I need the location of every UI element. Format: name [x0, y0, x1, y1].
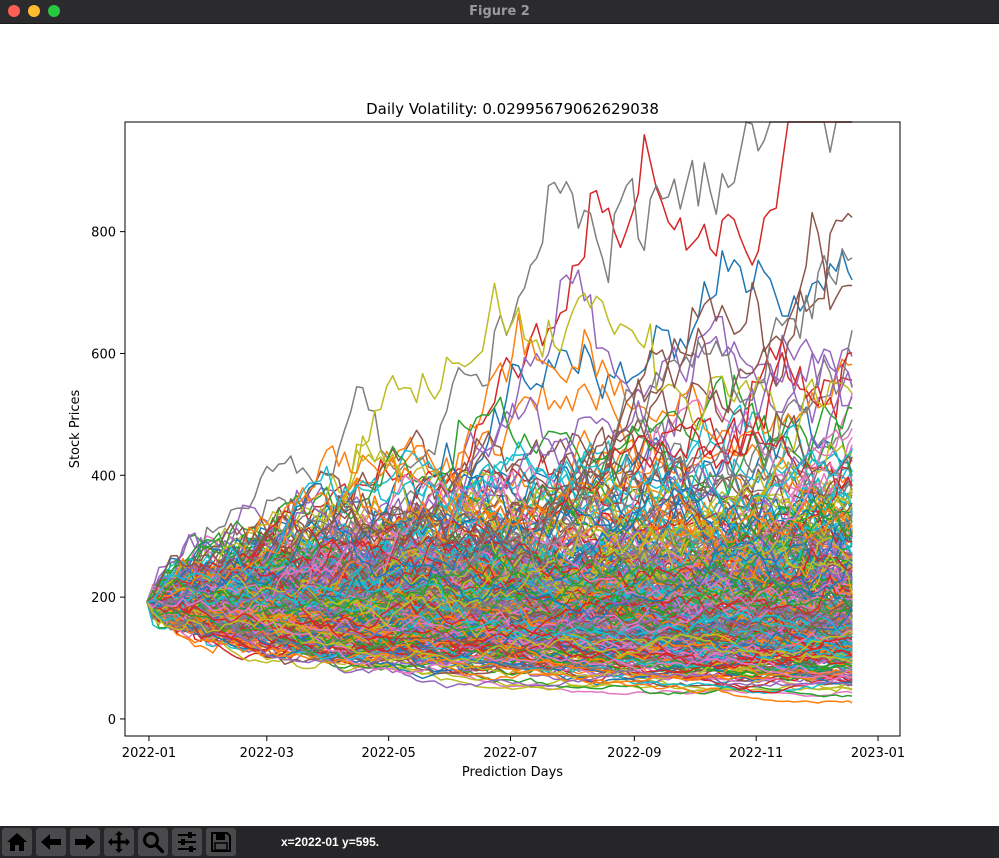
window-titlebar: Figure 2 — [0, 0, 999, 24]
series-line — [146, 565, 853, 647]
series-line — [146, 574, 853, 645]
x-tick-label: 2022-01 — [122, 746, 176, 761]
zoom-button[interactable] — [138, 828, 168, 856]
zoom-icon — [143, 832, 164, 853]
x-tick-label: 2022-09 — [607, 746, 661, 761]
save-icon — [211, 832, 231, 852]
series-line — [146, 599, 853, 689]
configure-subplots-button[interactable] — [172, 828, 202, 856]
close-window-button[interactable] — [8, 5, 20, 17]
series-line — [146, 565, 853, 637]
x-tick-label: 2022-07 — [483, 746, 537, 761]
series-line — [146, 248, 853, 618]
series-line — [146, 441, 853, 603]
series-line — [146, 476, 853, 609]
x-tick-label: 2022-11 — [729, 746, 783, 761]
save-button[interactable] — [206, 828, 236, 856]
configure-subplots-icon — [178, 832, 196, 852]
navigation-toolbar: x=2022-01 y=595. — [0, 826, 999, 858]
y-tick-label: 200 — [91, 591, 116, 606]
y-tick-label: 0 — [108, 713, 116, 728]
series-line — [146, 575, 853, 647]
cursor-coordinates: x=2022-01 y=595. — [281, 835, 380, 849]
series-lines — [146, 121, 853, 704]
series-line — [146, 445, 853, 603]
series-line — [146, 501, 853, 654]
series-line — [146, 487, 853, 612]
x-tick-label: 2022-03 — [240, 746, 294, 761]
y-tick-label: 600 — [91, 347, 116, 362]
y-tick-label: 400 — [91, 469, 116, 484]
back-button[interactable] — [36, 828, 66, 856]
series-line — [146, 282, 853, 603]
x-axis-label: Prediction Days — [462, 765, 563, 780]
forward-arrow-icon — [75, 834, 95, 850]
chart-title: Daily Volatility: 0.02995679062629038 — [366, 100, 659, 118]
series-line — [146, 594, 853, 682]
maximize-window-button[interactable] — [48, 5, 60, 17]
series-line — [146, 568, 853, 669]
window-title: Figure 2 — [469, 4, 530, 19]
series-line — [146, 543, 853, 620]
series-line — [146, 327, 853, 603]
series-line — [146, 477, 853, 603]
forward-button[interactable] — [70, 828, 100, 856]
series-line — [146, 444, 853, 650]
series-line — [146, 577, 853, 651]
x-tick-label: 2023-01 — [851, 746, 905, 761]
y-axis-label: Stock Prices — [68, 389, 83, 468]
axes-frame — [124, 121, 901, 737]
y-tick-label: 800 — [91, 226, 116, 241]
series-line — [146, 470, 853, 607]
home-button[interactable] — [2, 828, 32, 856]
chart: 2022-01 2022-03 2022-05 2022-07 2022-09 2022-… — [68, 100, 905, 780]
axis-ticks: 2022-01 2022-03 2022-05 2022-07 2022-09 2022-… — [91, 226, 905, 761]
series-line — [146, 598, 853, 704]
pan-button[interactable] — [104, 828, 134, 856]
series-line — [146, 601, 853, 663]
series-line — [146, 597, 853, 681]
series-line — [146, 596, 853, 669]
pan-icon — [108, 831, 130, 853]
series-line — [146, 552, 853, 623]
series-line — [146, 509, 853, 606]
minimize-window-button[interactable] — [28, 5, 40, 17]
series-line — [146, 583, 853, 649]
series-line — [146, 517, 853, 621]
home-icon — [7, 833, 27, 851]
figure-canvas[interactable]: 2022-01 2022-03 2022-05 2022-07 2022-09 2022-… — [0, 25, 999, 825]
series-line — [146, 601, 853, 697]
back-arrow-icon — [41, 834, 61, 850]
x-tick-label: 2022-05 — [361, 746, 415, 761]
